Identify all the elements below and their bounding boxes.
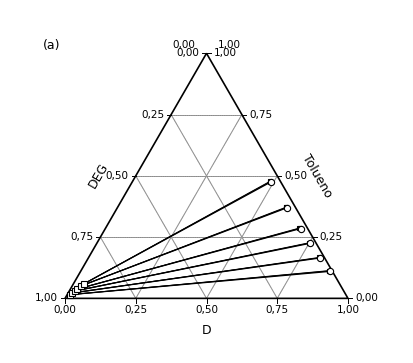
Text: 0,00: 0,00 [172, 41, 195, 50]
Text: 0,00: 0,00 [54, 305, 76, 315]
Text: 0,75: 0,75 [70, 232, 93, 242]
Text: 1,00: 1,00 [337, 305, 359, 315]
Text: 0,00: 0,00 [176, 48, 199, 58]
Text: (a): (a) [43, 39, 60, 52]
Text: Tolueno: Tolueno [299, 152, 335, 200]
Text: D: D [202, 324, 211, 337]
Text: 1,00: 1,00 [218, 41, 241, 50]
Text: 0,25: 0,25 [124, 305, 147, 315]
Text: 0,25: 0,25 [141, 110, 164, 119]
Text: 0,00: 0,00 [355, 293, 378, 303]
Text: 0,50: 0,50 [106, 171, 129, 181]
Text: 0,50: 0,50 [284, 171, 307, 181]
Text: 0,25: 0,25 [320, 232, 343, 242]
Text: DEG: DEG [87, 161, 112, 191]
Text: 0,75: 0,75 [266, 305, 289, 315]
Text: 1,00: 1,00 [214, 48, 237, 58]
Text: 0,50: 0,50 [195, 305, 218, 315]
Text: 0,75: 0,75 [249, 110, 272, 119]
Text: 1,00: 1,00 [35, 293, 58, 303]
